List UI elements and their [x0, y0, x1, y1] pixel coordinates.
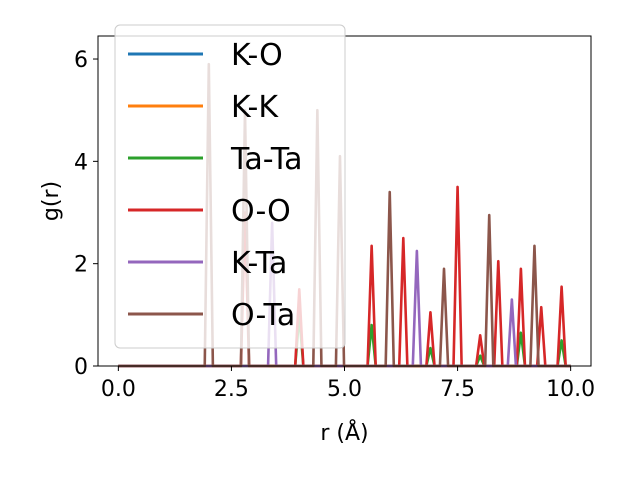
x-tick-label: 2.5 [214, 377, 249, 402]
legend-label: Ta-Ta [230, 142, 303, 177]
y-tick-label: 2 [74, 253, 88, 278]
x-tick-label: 5.0 [327, 377, 362, 402]
x-axis-label: r (Å) [320, 419, 368, 446]
y-axis-label: g(r) [39, 181, 64, 221]
legend-frame [114, 24, 346, 349]
y-tick-label: 4 [74, 150, 88, 175]
legend-label: O-O [231, 194, 291, 229]
x-axis: 0.0 2.5 5.0 7.5 10.0 [101, 366, 595, 402]
y-axis: 0 2 4 6 [74, 48, 98, 380]
y-tick-label: 6 [74, 48, 88, 73]
y-tick-label: 0 [74, 355, 88, 380]
legend-label: O-Ta [231, 298, 295, 333]
legend-label: K-Ta [231, 246, 287, 281]
legend-label: K-O [231, 38, 283, 73]
x-tick-label: 0.0 [101, 377, 136, 402]
legend-label: K-K [231, 90, 279, 125]
x-tick-label: 10.0 [546, 377, 595, 402]
x-tick-label: 7.5 [440, 377, 475, 402]
legend: K-O K-K Ta-Ta O-O K-Ta O-Ta [114, 24, 346, 349]
